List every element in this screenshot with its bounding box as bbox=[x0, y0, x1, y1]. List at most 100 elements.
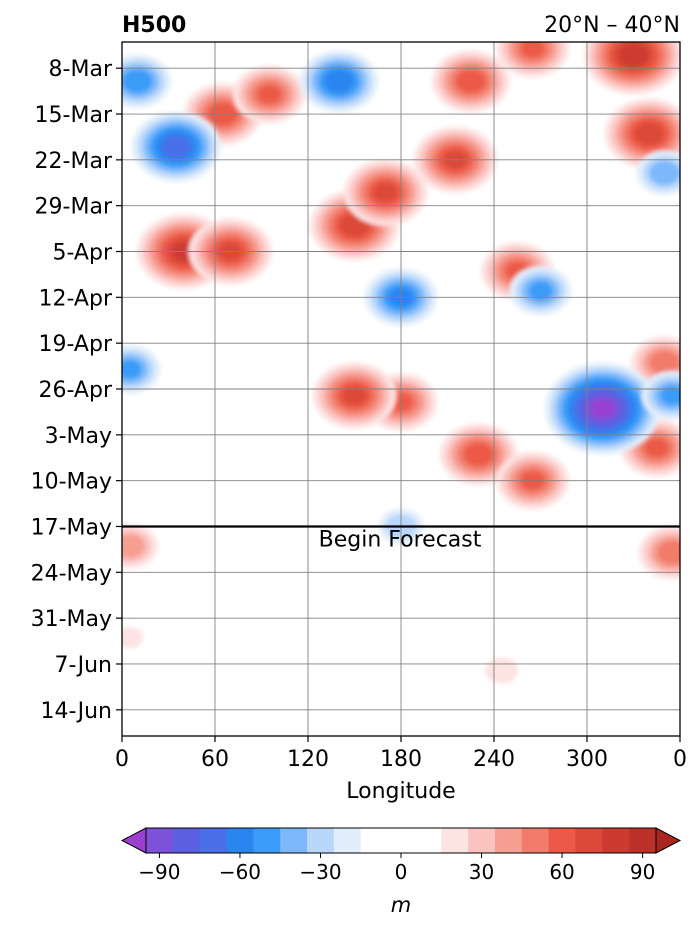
colorbar-segment bbox=[253, 828, 281, 853]
colorbar-segment bbox=[602, 828, 630, 853]
contour-level bbox=[463, 442, 494, 467]
y-tick-label: 19-Apr bbox=[38, 332, 112, 357]
colorbar-tick-label: 30 bbox=[469, 860, 494, 884]
contour-level bbox=[373, 183, 398, 202]
contour-level bbox=[122, 69, 153, 94]
region-label: 20°N – 40°N bbox=[544, 13, 680, 38]
colorbar-extend-low bbox=[120, 827, 147, 854]
colorbar-segment bbox=[521, 828, 550, 853]
anomaly-blob bbox=[122, 523, 158, 569]
anomaly-blob bbox=[122, 344, 161, 394]
colorbar-tick-label: 0 bbox=[395, 860, 408, 884]
y-axis: 8-Mar 15-Mar 22-Mar 29-Mar 5-Apr 12-Apr 19-Apr… bbox=[31, 57, 122, 724]
x-axis: 0 60 120 180 240 300 0 bbox=[115, 736, 687, 772]
anomaly-blob bbox=[122, 54, 172, 108]
anomaly-blob bbox=[638, 525, 680, 580]
contour-level bbox=[528, 281, 553, 301]
colorbar-tick-label: −60 bbox=[219, 860, 261, 884]
colorbar-segment bbox=[575, 828, 603, 853]
y-tick-label: 31-May bbox=[31, 607, 112, 632]
contour-level bbox=[649, 350, 680, 375]
anomaly-blob bbox=[299, 50, 379, 113]
x-axis-label: Longitude bbox=[346, 779, 455, 804]
forecast-annotation: Begin Forecast bbox=[319, 527, 482, 552]
y-tick-label: 10-May bbox=[31, 470, 112, 495]
anomaly-blob bbox=[636, 150, 680, 196]
x-tick-label: 180 bbox=[380, 747, 422, 772]
y-tick-label: 3-May bbox=[45, 424, 112, 449]
anomaly-blob bbox=[122, 627, 144, 649]
contour-level bbox=[520, 42, 545, 58]
colorbar-segment bbox=[494, 828, 523, 853]
colorbar-tick-label: 90 bbox=[630, 860, 655, 884]
contour-level bbox=[649, 160, 680, 186]
y-tick-label: 15-Mar bbox=[35, 103, 113, 128]
contour-level bbox=[324, 69, 354, 93]
x-tick-label: 240 bbox=[473, 747, 515, 772]
anomaly-blob bbox=[439, 423, 518, 486]
colorbar-segment bbox=[199, 828, 228, 853]
x-tick-label: 0 bbox=[673, 747, 687, 772]
chart-title: H500 bbox=[122, 13, 186, 38]
anomaly-blob bbox=[509, 266, 572, 316]
colorbar-segment bbox=[307, 828, 335, 853]
colorbar-tick-label: −30 bbox=[299, 860, 341, 884]
anomaly-blob bbox=[544, 362, 661, 455]
contour-level bbox=[122, 533, 146, 559]
y-tick-label: 5-Apr bbox=[52, 241, 112, 266]
contour-level bbox=[618, 43, 649, 67]
plot-area bbox=[122, 42, 680, 736]
y-tick-label: 29-Mar bbox=[35, 195, 113, 220]
anomaly-blob bbox=[232, 65, 306, 124]
contour-level bbox=[485, 657, 519, 684]
contour-level bbox=[342, 386, 367, 405]
y-tick-label: 8-Mar bbox=[49, 57, 113, 82]
colorbar-segment bbox=[441, 828, 469, 853]
colorbar-segment bbox=[333, 828, 362, 853]
y-tick-label: 17-May bbox=[31, 515, 112, 540]
anomaly-blob bbox=[343, 159, 428, 226]
contour-level bbox=[161, 135, 191, 159]
forecast-marker: Begin Forecast bbox=[122, 525, 680, 552]
colorbar-segment bbox=[226, 828, 254, 853]
contour-level bbox=[122, 627, 144, 649]
contour-level bbox=[257, 85, 282, 104]
colorbar-tick-label: 60 bbox=[549, 860, 574, 884]
gridlines bbox=[122, 42, 680, 736]
colorbar-segment bbox=[360, 828, 442, 853]
y-tick-label: 12-Apr bbox=[38, 286, 112, 311]
colorbar-segment bbox=[172, 828, 201, 853]
contour-level bbox=[634, 122, 664, 146]
colorbar-segment bbox=[548, 828, 576, 853]
x-tick-label: 120 bbox=[287, 747, 329, 772]
colorbar-tick-label: −90 bbox=[138, 860, 180, 884]
anomaly-blob bbox=[604, 98, 680, 170]
x-tick-label: 60 bbox=[201, 747, 229, 772]
x-tick-label: 0 bbox=[115, 747, 129, 772]
y-tick-label: 14-Jun bbox=[40, 699, 112, 724]
anomaly-blob bbox=[131, 111, 221, 183]
contour-level bbox=[660, 386, 680, 406]
colorbar-segment bbox=[629, 828, 657, 853]
anomaly-blob bbox=[431, 50, 510, 113]
colorbar-segment bbox=[468, 828, 496, 853]
contour-level bbox=[122, 359, 142, 379]
y-tick-label: 26-Apr bbox=[38, 378, 112, 403]
colorbar: −90 −60 −30 0 30 60 90 bbox=[120, 827, 682, 884]
colorbar-segment bbox=[280, 828, 308, 853]
colorbar-segment bbox=[146, 828, 174, 853]
contour-level bbox=[657, 540, 680, 565]
contour-level bbox=[644, 438, 669, 458]
y-tick-label: 7-Jun bbox=[54, 653, 112, 678]
contour-level bbox=[590, 399, 615, 418]
contour-level bbox=[455, 69, 486, 93]
anomaly-blob bbox=[485, 657, 519, 684]
x-tick-label: 300 bbox=[566, 747, 608, 772]
y-tick-label: 22-Mar bbox=[35, 149, 113, 174]
colorbar-extend-high bbox=[655, 827, 682, 854]
anomaly-blob bbox=[641, 371, 680, 421]
colorbar-label: m bbox=[391, 893, 411, 917]
anomaly-blob bbox=[312, 362, 397, 429]
y-tick-label: 24-May bbox=[31, 561, 112, 586]
